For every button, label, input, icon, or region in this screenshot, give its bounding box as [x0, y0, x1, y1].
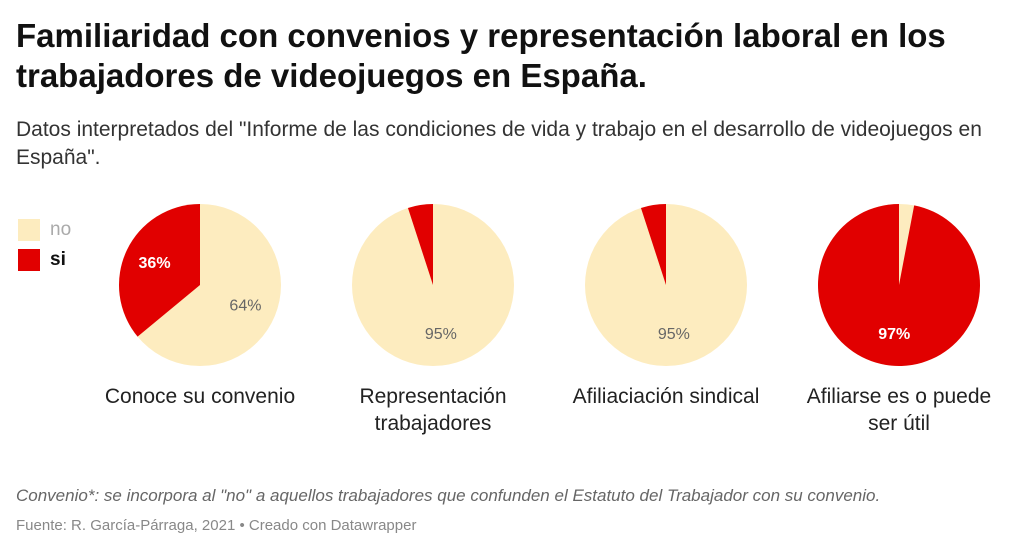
pie-3-slice-si: [817, 204, 980, 366]
legend-swatch-no: [18, 219, 40, 241]
pie-label-2: Afiliaciación sindical: [572, 385, 760, 408]
legend: no si: [18, 215, 71, 275]
pie-label-1: Representación trabajadores: [359, 385, 507, 435]
pie-0-label-no: 64%: [229, 298, 261, 315]
pie-1-label-no: 95%: [425, 326, 457, 343]
legend-item-si: si: [18, 245, 71, 275]
legend-label-no: no: [50, 219, 72, 240]
legend-item-no: no: [18, 215, 71, 245]
pie-0-label-si: 36%: [139, 255, 171, 272]
chart-source: Fuente: R. García-Párraga, 2021 • Creado…: [16, 517, 417, 534]
chart-title: Familiaridad con convenios y representac…: [16, 17, 946, 94]
legend-swatch-si: [18, 249, 40, 271]
chart-subtitle: Datos interpretados del "Informe de las …: [16, 118, 982, 169]
pie-chart-svg: 36% 64% 95% 95% 97%: [118, 204, 980, 366]
pie-0-slice-si: [118, 204, 200, 337]
pie-1-slice-si: [407, 204, 433, 285]
pie-2-label-no: 95%: [658, 326, 690, 343]
pie-label-0: Conoce su convenio: [104, 385, 296, 408]
pie-2-slice-si: [640, 204, 666, 285]
pie-3-label-si: 97%: [878, 326, 910, 343]
legend-label-si: si: [50, 249, 66, 270]
pie-charts: 36% 64% 95% 95% 97% Conoce su convenio Repre…: [0, 195, 1024, 455]
pie-label-3: Afiliarse es o puede ser útil: [806, 385, 992, 435]
chart-note: Convenio*: se incorpora al "no" a aquell…: [16, 486, 881, 505]
